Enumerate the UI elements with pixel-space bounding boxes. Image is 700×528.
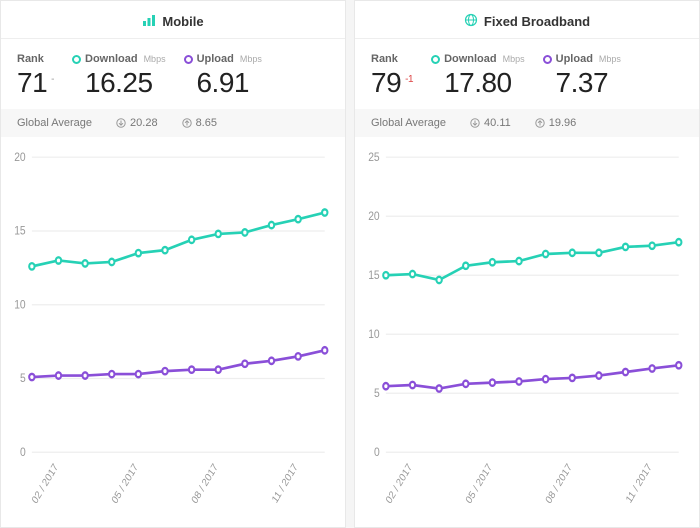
rank-metric: Rank 79-1 [371, 53, 413, 99]
svg-text:11 / 2017: 11 / 2017 [624, 462, 654, 506]
upload-metric: UploadMbps 6.91 [184, 53, 262, 99]
rank-change: -1 [405, 74, 413, 85]
svg-text:15: 15 [368, 269, 379, 282]
panel-header: Mobile [1, 1, 345, 38]
upload-value: 6.91 [196, 67, 249, 99]
svg-text:11 / 2017: 11 / 2017 [270, 462, 300, 506]
panel-title: Mobile [162, 14, 203, 29]
download-value: 16.25 [85, 67, 153, 99]
panel-fixed: Fixed Broadband Rank 79-1 DownloadMbps 1… [354, 0, 700, 528]
chart: 0 5 10 15 20 02 / 2017 05 / 2017 08 / 2017 11 / … [1, 137, 345, 527]
svg-text:10: 10 [14, 299, 25, 312]
svg-text:10: 10 [368, 328, 379, 341]
svg-text:20: 20 [368, 210, 379, 223]
download-metric: DownloadMbps 17.80 [431, 53, 525, 99]
upload-unit: Mbps [240, 54, 262, 64]
download-label: DownloadMbps [72, 53, 166, 65]
download-metric: DownloadMbps 16.25 [72, 53, 166, 99]
chart: 0 5 10 15 20 25 02 / 2017 05 / 2017 08 / 2017 11 … [355, 137, 699, 527]
upload-dot-icon [184, 55, 193, 64]
svg-text:08 / 2017: 08 / 2017 [190, 462, 221, 507]
download-unit: Mbps [503, 54, 525, 64]
global-average-row: Global Average 40.11 19.96 [355, 109, 699, 137]
rank-metric: Rank 71- [17, 53, 54, 99]
globe-icon [464, 13, 478, 30]
svg-text:05 / 2017: 05 / 2017 [110, 462, 141, 507]
svg-text:5: 5 [20, 372, 26, 385]
global-average-upload: 19.96 [535, 117, 577, 129]
svg-text:0: 0 [374, 446, 380, 459]
upload-label: UploadMbps [543, 53, 621, 65]
panel-title: Fixed Broadband [484, 14, 590, 29]
svg-text:02 / 2017: 02 / 2017 [384, 462, 415, 507]
svg-text:25: 25 [368, 151, 379, 164]
download-dot-icon [431, 55, 440, 64]
metrics-row: Rank 79-1 DownloadMbps 17.80 UploadMbps … [355, 39, 699, 109]
svg-text:08 / 2017: 08 / 2017 [544, 462, 575, 507]
upload-value: 7.37 [556, 67, 609, 99]
global-average-label: Global Average [17, 117, 92, 129]
bars-icon [142, 13, 156, 30]
upload-label: UploadMbps [184, 53, 262, 65]
global-average-label: Global Average [371, 117, 446, 129]
rank-change: - [51, 74, 54, 85]
svg-text:20: 20 [14, 151, 25, 164]
panel-mobile: Mobile Rank 71- DownloadMbps 16.25 Uploa… [0, 0, 346, 528]
rank-value: 71- [17, 67, 54, 99]
download-value: 17.80 [444, 67, 512, 99]
upload-metric: UploadMbps 7.37 [543, 53, 621, 99]
panel-header: Fixed Broadband [355, 1, 699, 38]
upload-dot-icon [543, 55, 552, 64]
download-label: DownloadMbps [431, 53, 525, 65]
global-average-row: Global Average 20.28 8.65 [1, 109, 345, 137]
download-unit: Mbps [144, 54, 166, 64]
svg-text:02 / 2017: 02 / 2017 [30, 462, 61, 507]
svg-text:05 / 2017: 05 / 2017 [464, 462, 495, 507]
global-average-download: 20.28 [116, 117, 158, 129]
metrics-row: Rank 71- DownloadMbps 16.25 UploadMbps 6… [1, 39, 345, 109]
upload-unit: Mbps [599, 54, 621, 64]
rank-label: Rank [371, 53, 398, 65]
global-average-upload: 8.65 [182, 117, 217, 129]
svg-text:0: 0 [20, 446, 26, 459]
download-dot-icon [72, 55, 81, 64]
rank-label: Rank [17, 53, 44, 65]
rank-value: 79-1 [371, 67, 413, 99]
global-average-download: 40.11 [470, 117, 511, 129]
svg-text:15: 15 [14, 225, 25, 238]
svg-text:5: 5 [374, 387, 380, 400]
